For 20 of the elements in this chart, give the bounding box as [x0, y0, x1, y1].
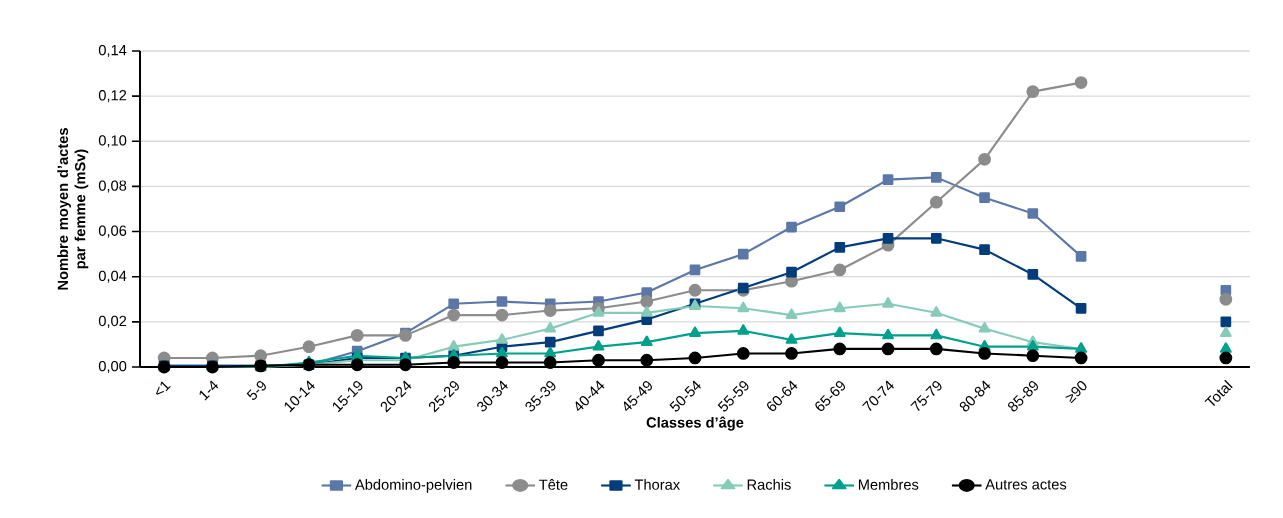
- y-tick-label: 0,04: [98, 270, 127, 283]
- y-tick-label: 0,02: [98, 315, 127, 328]
- x-tick-label: 1-4: [199, 380, 219, 401]
- y-tick-label: 0,08: [98, 180, 127, 193]
- y-tick-label: 0,14: [98, 44, 127, 58]
- legend-label: Abdomino-pelvien: [354, 479, 472, 493]
- legend-label: Rachis: [747, 479, 791, 490]
- legend-label: Membres: [858, 479, 919, 490]
- legend-label: Thorax: [634, 479, 680, 490]
- legend-label: Autres actes: [985, 479, 1067, 490]
- y-tick-label: 0,12: [98, 90, 127, 103]
- y-tick-label: 0,10: [98, 135, 127, 148]
- legend-label: Tête: [539, 479, 568, 490]
- y-tick-label: 0,00: [98, 360, 127, 374]
- x-tick-label: <1: [156, 381, 171, 395]
- x-tick-label: 5-9: [246, 381, 266, 400]
- x-tick-label: ≥90: [1065, 381, 1087, 404]
- x-axis-title: Classes d’âge: [646, 416, 744, 431]
- y-axis-title: Nombre moyen d’actes par femme (mSv): [57, 128, 89, 290]
- y-tick-label: 0,06: [98, 225, 127, 238]
